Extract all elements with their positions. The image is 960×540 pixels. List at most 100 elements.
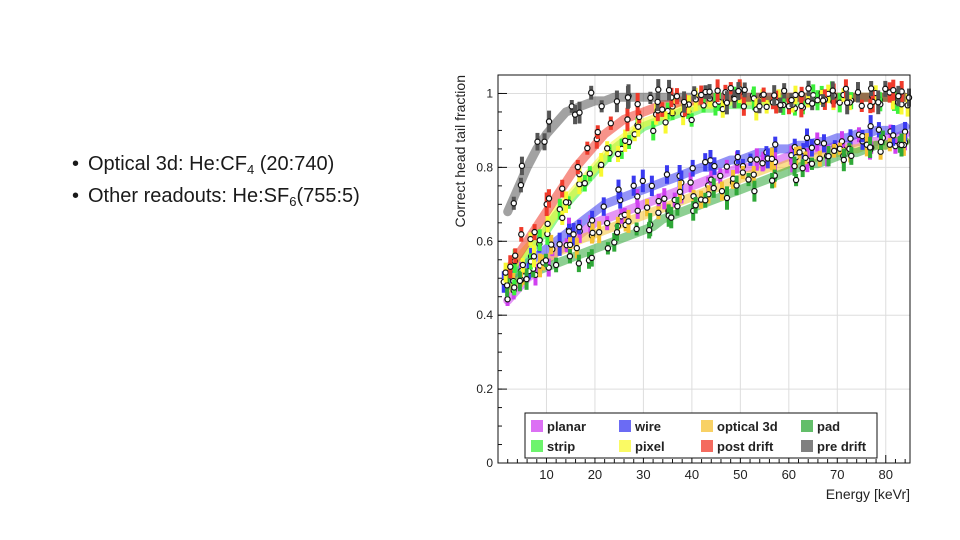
data-point bbox=[614, 150, 622, 158]
data-point bbox=[799, 165, 806, 172]
legend-label-pixel: pixel bbox=[635, 439, 665, 454]
data-point bbox=[886, 141, 894, 148]
data-point bbox=[511, 284, 518, 291]
data-point bbox=[574, 163, 582, 171]
legend-swatch-strip bbox=[531, 440, 543, 452]
data-point bbox=[760, 91, 767, 98]
data-point bbox=[858, 102, 865, 110]
data-point bbox=[875, 99, 882, 106]
data-point bbox=[772, 141, 779, 148]
data-point bbox=[545, 195, 553, 202]
data-point bbox=[829, 87, 836, 94]
data-point bbox=[645, 226, 653, 234]
data-point bbox=[604, 145, 611, 152]
data-point bbox=[723, 194, 731, 202]
y-tick-label: 0.4 bbox=[476, 308, 493, 322]
data-point bbox=[510, 200, 517, 207]
data-point bbox=[751, 187, 758, 195]
data-point bbox=[634, 123, 642, 130]
data-point bbox=[647, 94, 654, 102]
data-point bbox=[717, 172, 724, 180]
data-point bbox=[503, 282, 511, 289]
data-point bbox=[788, 96, 795, 104]
data-point bbox=[898, 141, 905, 149]
data-point bbox=[814, 138, 821, 146]
data-point bbox=[570, 231, 577, 238]
data-point bbox=[848, 152, 855, 160]
legend-label-strip: strip bbox=[547, 439, 575, 454]
x-tick-label: 50 bbox=[733, 467, 747, 482]
data-point bbox=[588, 254, 595, 262]
data-point bbox=[559, 214, 566, 222]
slide-bullet-list: • Optical 3d: He:CF4 (20:740) • Other read… bbox=[72, 148, 452, 212]
data-point bbox=[668, 214, 675, 221]
data-point bbox=[673, 93, 681, 100]
data-point bbox=[692, 202, 699, 209]
data-point bbox=[768, 155, 776, 163]
data-point bbox=[731, 95, 738, 103]
data-point bbox=[702, 197, 709, 204]
legend-swatch-post-drift bbox=[701, 440, 713, 452]
plot-frame bbox=[497, 74, 911, 464]
data-point bbox=[562, 199, 570, 206]
data-point bbox=[659, 106, 666, 113]
data-point bbox=[541, 138, 548, 146]
data-point bbox=[531, 228, 538, 236]
data-point bbox=[820, 140, 828, 147]
data-point bbox=[517, 181, 525, 189]
data-point bbox=[589, 229, 596, 237]
data-point bbox=[808, 144, 816, 151]
data-point bbox=[545, 118, 553, 125]
data-point bbox=[676, 188, 684, 196]
data-point bbox=[502, 269, 509, 276]
data-point bbox=[556, 241, 563, 248]
y-tick-label: 1 bbox=[486, 86, 493, 100]
data-point bbox=[530, 253, 538, 260]
x-tick-label: 70 bbox=[830, 467, 844, 482]
data-point bbox=[650, 127, 657, 135]
data-point bbox=[575, 260, 583, 267]
data-point bbox=[763, 103, 770, 111]
data-point bbox=[523, 275, 530, 283]
data-point bbox=[518, 231, 525, 238]
data-point bbox=[512, 252, 519, 259]
data-point bbox=[674, 203, 681, 210]
x-tick-label: 60 bbox=[782, 467, 796, 482]
x-tick-label: 40 bbox=[685, 467, 699, 482]
bullet-marker: • bbox=[72, 153, 80, 175]
data-point bbox=[625, 218, 632, 225]
data-point bbox=[809, 100, 816, 107]
data-point bbox=[706, 88, 713, 95]
data-point bbox=[739, 169, 747, 176]
legend-swatch-optical-3d bbox=[701, 420, 713, 432]
data-point bbox=[740, 103, 748, 110]
data-point bbox=[792, 176, 800, 184]
data-point bbox=[655, 86, 662, 93]
x-tick-label: 30 bbox=[636, 467, 650, 482]
bullet-text-suffix: (755:5) bbox=[296, 185, 360, 207]
data-point bbox=[753, 156, 761, 163]
data-point bbox=[756, 103, 763, 110]
data-point bbox=[542, 257, 550, 264]
data-point bbox=[707, 157, 714, 164]
data-point bbox=[663, 171, 671, 178]
y-tick-label: 0.8 bbox=[476, 160, 493, 174]
data-point bbox=[689, 165, 696, 172]
data-point bbox=[895, 92, 902, 100]
data-point bbox=[655, 197, 662, 205]
data-point bbox=[798, 90, 805, 98]
data-point bbox=[595, 229, 603, 236]
data-point bbox=[843, 99, 851, 106]
data-point bbox=[633, 225, 640, 233]
data-point bbox=[566, 241, 574, 249]
data-point bbox=[624, 94, 632, 101]
data-point bbox=[866, 144, 874, 151]
data-point bbox=[621, 137, 629, 144]
data-point bbox=[643, 204, 651, 211]
x-tick-label: 20 bbox=[588, 467, 602, 482]
bullet-marker: • bbox=[72, 185, 80, 207]
legend-label-planar: planar bbox=[547, 419, 586, 434]
data-point bbox=[639, 177, 647, 185]
bullet-subscript: 6 bbox=[289, 194, 297, 209]
data-point bbox=[768, 177, 776, 184]
